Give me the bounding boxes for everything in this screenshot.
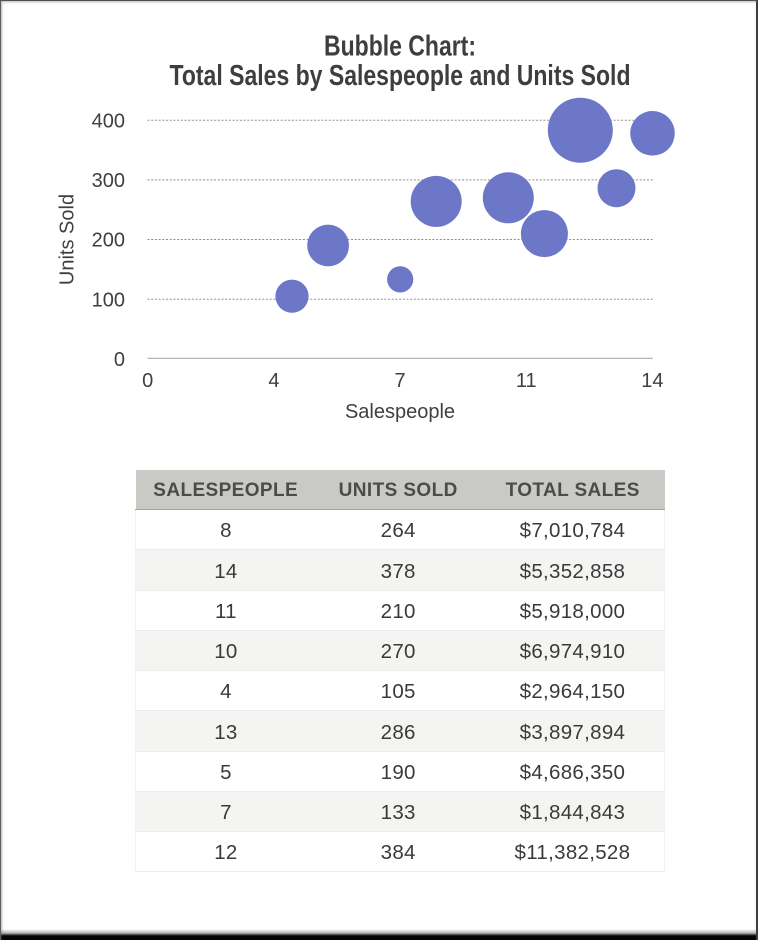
- svg-text:Salespeople: Salespeople: [345, 401, 455, 423]
- svg-text:Total Sales by Salespeople and: Total Sales by Salespeople and Units Sol…: [170, 60, 631, 92]
- svg-text:4: 4: [268, 370, 279, 392]
- svg-text:0: 0: [142, 370, 153, 392]
- svg-text:Units Sold: Units Sold: [57, 194, 79, 285]
- svg-text:300: 300: [92, 170, 125, 192]
- svg-text:400: 400: [92, 110, 125, 132]
- svg-text:11: 11: [516, 370, 537, 392]
- svg-text:0: 0: [114, 349, 125, 371]
- svg-text:200: 200: [92, 230, 125, 252]
- svg-text:7: 7: [395, 370, 406, 392]
- svg-text:14: 14: [641, 370, 663, 392]
- svg-text:Bubble Chart:: Bubble Chart:: [324, 31, 476, 63]
- svg-text:100: 100: [92, 289, 125, 311]
